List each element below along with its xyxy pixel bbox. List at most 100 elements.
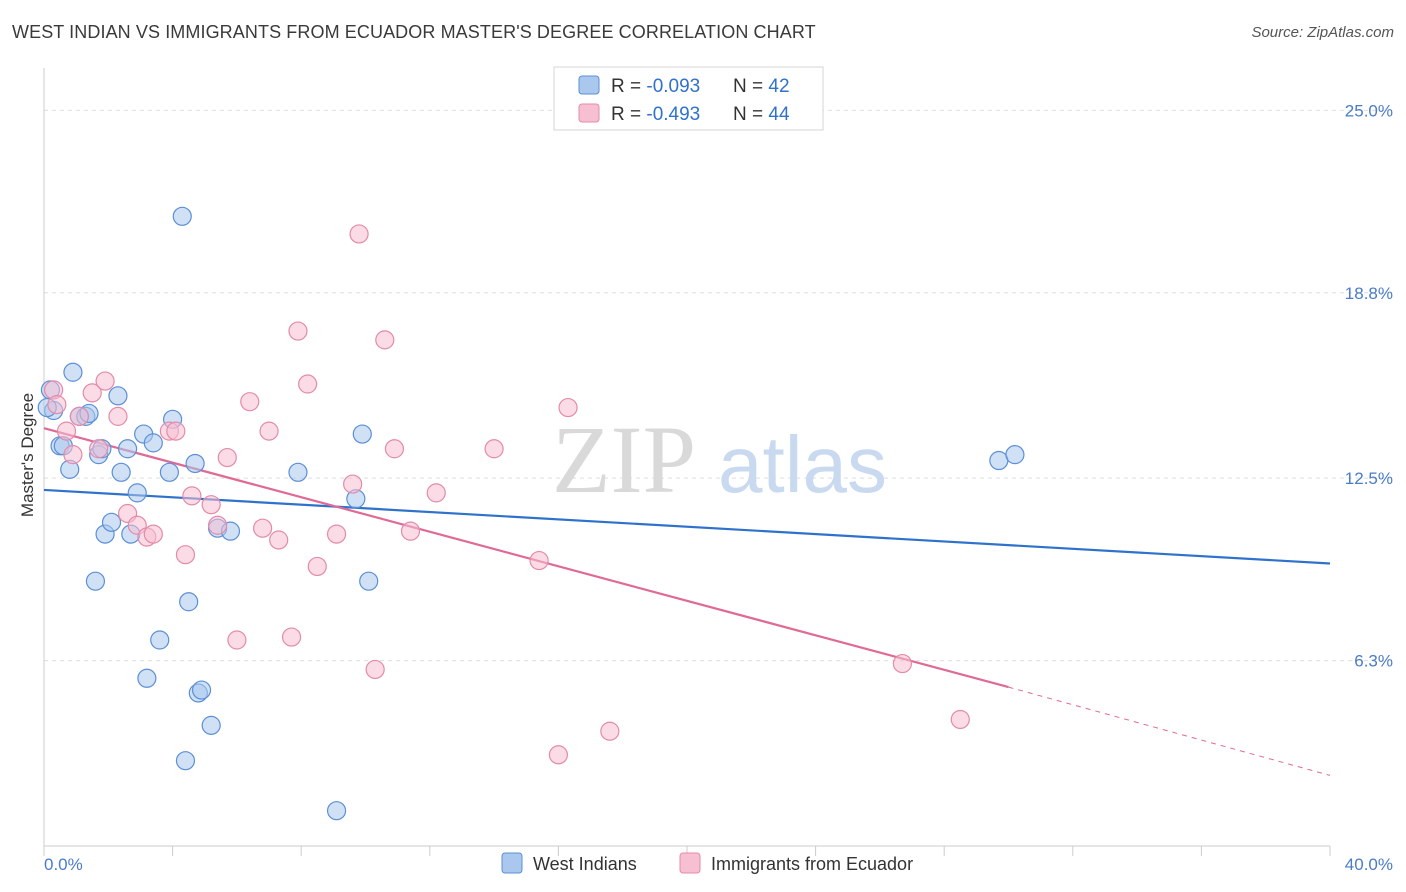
point-ecuador-7 <box>95 371 115 391</box>
point-ecuador-20 <box>227 630 247 650</box>
legend-n-label-2: N = <box>733 104 768 125</box>
svg-text:N = 42: N = 42 <box>733 76 790 97</box>
point-west-indian-26 <box>179 592 199 612</box>
point-west-indian-14 <box>108 386 128 406</box>
legend-r-label-1: R = <box>611 76 646 97</box>
point-west-indian-34 <box>288 462 308 482</box>
point-ecuador-26 <box>288 321 308 341</box>
point-west-indian-5 <box>63 362 83 382</box>
point-ecuador-19 <box>217 447 237 468</box>
point-west-indian-38 <box>359 571 379 591</box>
point-west-indian-25 <box>172 206 192 226</box>
svg-text:N = 44: N = 44 <box>733 104 790 125</box>
point-ecuador-23 <box>259 421 279 441</box>
point-west-indian-13 <box>101 512 122 532</box>
legend-swatch-west-indians <box>578 75 600 95</box>
point-ecuador-8 <box>108 406 128 426</box>
point-ecuador-17 <box>201 495 221 515</box>
point-ecuador-41 <box>600 721 620 741</box>
trend-line-west-indian <box>43 488 1331 565</box>
series-legend-label-ecuador: Immigrants from Ecuador <box>711 854 913 874</box>
trend-lines <box>43 427 1331 776</box>
point-ecuador-38 <box>529 550 549 571</box>
data-points <box>37 206 1025 821</box>
point-ecuador-31 <box>349 224 369 244</box>
point-ecuador-34 <box>384 439 405 459</box>
point-ecuador-32 <box>365 659 385 680</box>
watermark-atlas: atlas <box>718 420 887 509</box>
point-ecuador-4 <box>69 406 89 426</box>
trend-line-extension-ecuador <box>1008 686 1331 776</box>
legend-r-label-2: R = <box>611 104 646 125</box>
point-ecuador-28 <box>307 556 327 577</box>
point-ecuador-14 <box>166 421 186 441</box>
point-ecuador-1 <box>47 395 67 415</box>
series-legend: West Indians Immigrants from Ecuador <box>501 852 913 874</box>
series-legend-swatch-west-indians <box>501 852 523 874</box>
stats-legend: R = -0.093 N = 42 R = -0.493 N = 44 <box>553 66 824 131</box>
point-ecuador-27 <box>298 374 318 394</box>
point-west-indian-30 <box>201 715 221 735</box>
point-ecuador-6 <box>89 439 109 459</box>
chart-title: WEST INDIAN VS IMMIGRANTS FROM ECUADOR M… <box>12 22 816 42</box>
trend-line-ecuador <box>43 427 1009 689</box>
legend-n-label-1: N = <box>733 76 768 97</box>
point-ecuador-40 <box>558 397 578 418</box>
point-west-indian-37 <box>352 424 372 444</box>
grid-lines <box>44 109 1392 662</box>
point-west-indian-27 <box>185 453 205 474</box>
tick-labels: 6.3% 12.5% 18.8% 25.0% 0.0% 40.0% <box>44 101 1393 874</box>
point-west-indian-15 <box>111 462 131 482</box>
point-west-indian-9 <box>85 571 106 591</box>
point-ecuador-24 <box>269 530 289 550</box>
point-west-indian-18 <box>127 483 147 503</box>
point-ecuador-33 <box>375 330 395 350</box>
point-west-indian-22 <box>150 630 170 650</box>
legend-r-value-2: -0.493 <box>646 104 700 125</box>
y-tick-label-2: 18.8% <box>1345 284 1393 303</box>
svg-text:R = -0.093: R = -0.093 <box>611 76 700 97</box>
point-west-indian-39 <box>989 450 1009 471</box>
point-west-indian-29 <box>191 680 212 700</box>
point-ecuador-22 <box>253 518 273 538</box>
y-axis-label: Master's Degree <box>18 393 37 517</box>
point-west-indian-16 <box>117 439 138 459</box>
y-tick-label-1: 12.5% <box>1345 469 1393 488</box>
point-ecuador-16 <box>182 486 202 506</box>
series-legend-label-west-indians: West Indians <box>533 854 637 874</box>
point-west-indian-20 <box>137 668 157 688</box>
point-ecuador-25 <box>281 627 302 647</box>
legend-swatch-ecuador <box>578 103 600 123</box>
point-ecuador-35 <box>400 521 421 541</box>
x-tick-label-1: 40.0% <box>1345 855 1393 874</box>
point-ecuador-42 <box>892 653 913 674</box>
axes <box>43 68 1331 856</box>
point-ecuador-36 <box>426 483 446 503</box>
svg-text:R = -0.493: R = -0.493 <box>611 104 700 125</box>
point-ecuador-18 <box>208 515 228 535</box>
point-west-indian-21 <box>143 433 163 453</box>
point-ecuador-5 <box>82 383 102 403</box>
watermark-zip: ZIP <box>552 406 696 513</box>
point-west-indian-35 <box>326 801 347 821</box>
legend-r-value-1: -0.093 <box>646 76 700 97</box>
point-ecuador-37 <box>484 439 504 459</box>
point-ecuador-15 <box>175 545 196 565</box>
point-ecuador-29 <box>326 524 347 544</box>
point-ecuador-12 <box>143 524 163 544</box>
series-legend-swatch-ecuador <box>679 852 701 874</box>
source-credit: Source: ZipAtlas.com <box>1251 24 1394 41</box>
point-west-indian-33 <box>175 751 196 771</box>
x-tick-label-0: 0.0% <box>44 855 83 874</box>
point-ecuador-3 <box>63 445 83 465</box>
point-ecuador-21 <box>240 392 260 412</box>
point-ecuador-2 <box>56 421 77 441</box>
point-ecuador-43 <box>950 709 970 730</box>
point-west-indian-23 <box>159 462 179 482</box>
point-ecuador-39 <box>548 745 569 765</box>
legend-n-value-2: 44 <box>768 104 790 125</box>
y-tick-label-0: 6.3% <box>1354 652 1393 671</box>
point-ecuador-30 <box>343 474 363 494</box>
point-west-indian-40 <box>1005 445 1025 465</box>
